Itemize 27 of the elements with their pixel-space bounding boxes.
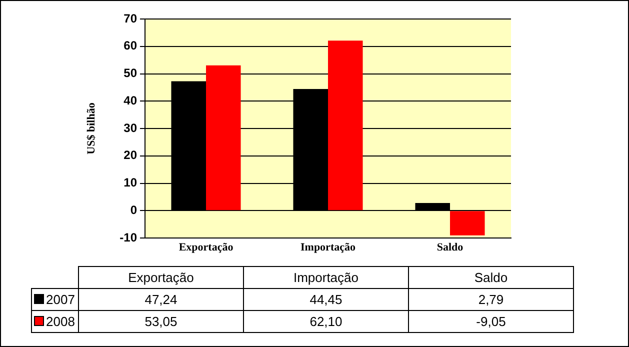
y-tick-label: 10 [124, 176, 138, 190]
category-label: Exportação [128, 270, 194, 285]
data-label: 62,10 [244, 310, 408, 332]
category-label: Importação [293, 270, 359, 285]
y-tick-label: 60 [124, 38, 138, 53]
y-tick-label: 40 [124, 93, 138, 108]
bar [206, 65, 241, 210]
y-tick-label: -10 [120, 230, 138, 244]
data-label: 53,05 [78, 310, 244, 332]
x-tick-label: Exportação [178, 241, 234, 254]
data-label: 2,79 [408, 288, 574, 310]
y-tick-label: 50 [124, 66, 138, 80]
y-tick-label: 30 [124, 120, 138, 135]
bar [450, 211, 485, 236]
legend-label: 2007 [32, 288, 78, 310]
data-label: 44,45 [244, 288, 408, 310]
y-tick-label: 0 [130, 202, 138, 217]
x-tick-label: Saldo [436, 241, 464, 254]
y-tick-label: 70 [124, 11, 138, 26]
data-label: -9,05 [408, 310, 574, 332]
y-axis-title: US$ bilhão [85, 102, 98, 154]
data-label: 47,24 [78, 288, 244, 310]
x-tick-label: Importação [300, 241, 356, 254]
bar [328, 40, 363, 210]
y-tick-label: 20 [124, 148, 138, 162]
legend-label: 2008 [32, 310, 78, 332]
category-label: Saldo [474, 270, 508, 285]
